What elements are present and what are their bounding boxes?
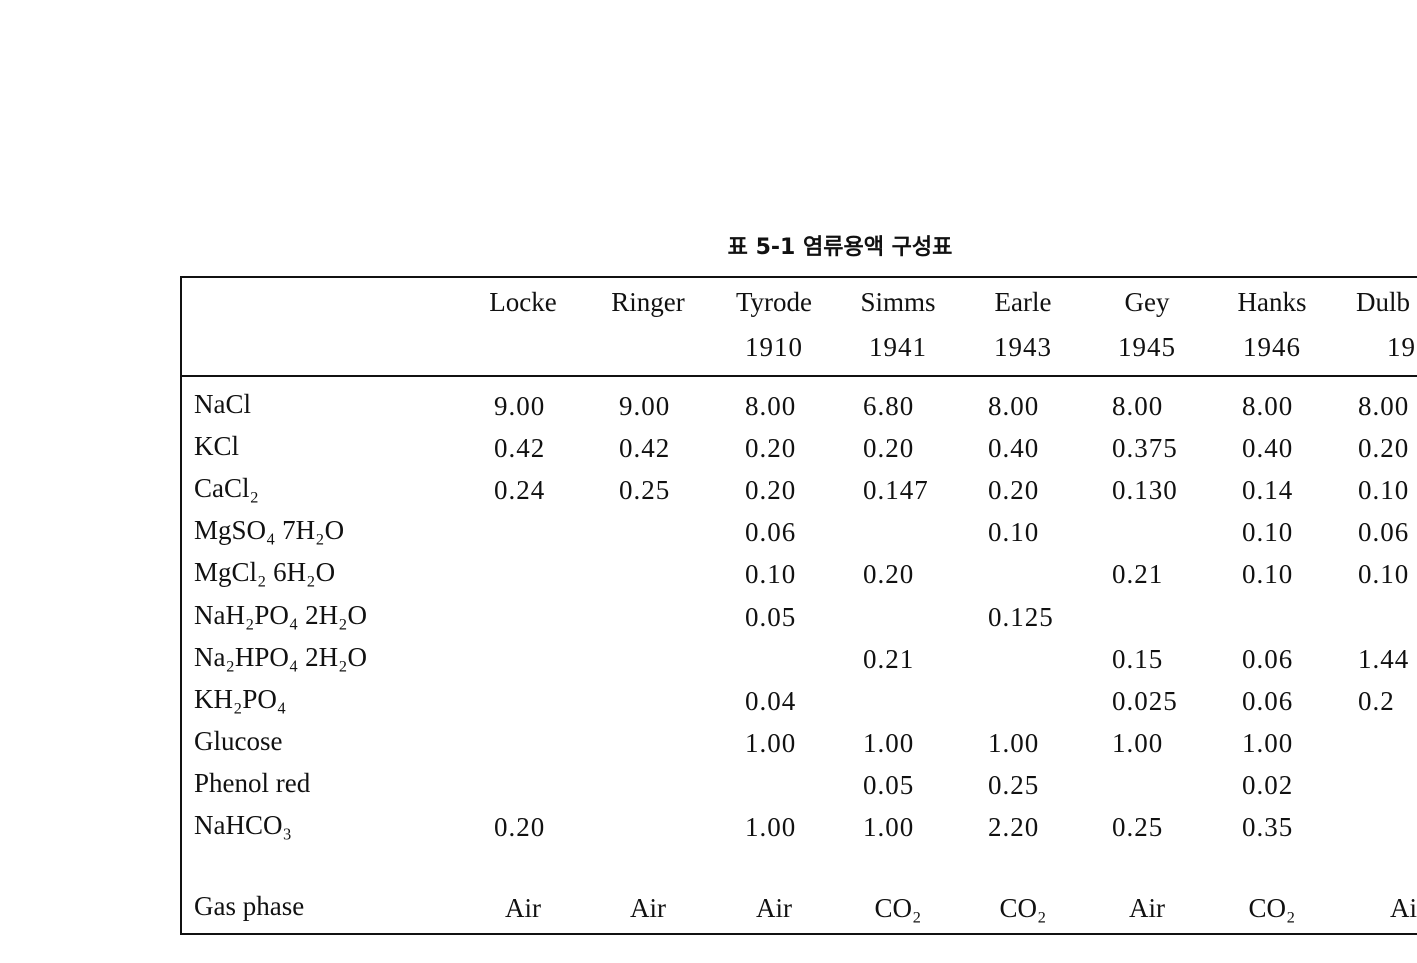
cell-value: 0.24: [494, 475, 546, 505]
cell-value: 0.06: [1242, 686, 1294, 716]
cell-value: 0.20: [745, 433, 797, 463]
column-header: Earle: [994, 287, 1052, 317]
cell-value: 1.44: [1358, 644, 1410, 674]
header-rule: [180, 375, 1417, 377]
cell-value: 0.06: [1242, 644, 1294, 674]
cell-value: 0.10: [1242, 517, 1294, 547]
cell-value: 0.147: [863, 475, 929, 505]
cell-value: Air: [505, 893, 541, 923]
cell-value: 8.00: [745, 391, 797, 421]
cell-value: 0.02: [1242, 770, 1294, 800]
cell-value: 0.130: [1112, 475, 1178, 505]
column-header: Dulb: [1356, 287, 1410, 317]
cell-value: 0.14: [1242, 475, 1294, 505]
cell-value: 0.21: [1112, 559, 1164, 589]
cell-value: CO₂: [1248, 893, 1296, 923]
row-label: Gas phase: [194, 891, 305, 921]
row-label: MgCl₂ 6H₂O: [194, 557, 336, 587]
row-label: MgSO₄ 7H₂O: [194, 515, 345, 545]
column-year: 1945: [1118, 332, 1176, 362]
cell-value: 8.00: [1242, 391, 1294, 421]
column-year: 1910: [745, 332, 803, 362]
column-header: Tyrode: [735, 287, 813, 317]
cell-value: 9.00: [494, 391, 546, 421]
column-year: 1946: [1243, 332, 1301, 362]
column-year: 1943: [994, 332, 1052, 362]
cell-value: 1.00: [745, 728, 797, 758]
cell-value: 0.2: [1358, 686, 1395, 716]
cell-value: 0.20: [745, 475, 797, 505]
cell-value: 0.25: [1112, 812, 1164, 842]
table-title: 표 5-1 염류용액 구성표: [727, 235, 953, 260]
cell-value: 0.20: [863, 559, 915, 589]
row-label: Glucose: [194, 726, 283, 756]
row-label: KCl: [194, 431, 240, 461]
row-label: NaHCO₃: [194, 810, 292, 840]
row-label: Phenol red: [194, 768, 311, 798]
cell-value: 0.25: [988, 770, 1040, 800]
cell-value: 8.00: [1358, 391, 1410, 421]
cell-value: 0.20: [988, 475, 1040, 505]
cell-value: 6.80: [863, 391, 915, 421]
cell-value: 8.00: [1112, 391, 1164, 421]
cell-value: CO₂: [874, 893, 922, 923]
cell-value: Air: [630, 893, 666, 923]
cell-value: 1.00: [863, 728, 915, 758]
cell-value: 0.20: [863, 433, 915, 463]
column-header: Gey: [1124, 287, 1170, 317]
row-label: NaCl: [194, 389, 251, 419]
cell-value: 0.20: [1358, 433, 1410, 463]
column-header: Locke: [489, 287, 557, 317]
cell-value: 0.42: [619, 433, 671, 463]
cell-value: 0.10: [1242, 559, 1294, 589]
table-frame: [180, 276, 1417, 935]
column-header: Hanks: [1237, 287, 1307, 317]
column-header: Ringer: [611, 287, 685, 317]
row-label: NaH₂PO₄ 2H₂O: [194, 600, 367, 630]
cell-value: Air: [756, 893, 792, 923]
row-label: Na₂HPO₄ 2H₂O: [194, 642, 367, 672]
cell-value: 0.125: [988, 602, 1054, 632]
cell-value: 0.40: [1242, 433, 1294, 463]
cell-value: 1.00: [863, 812, 915, 842]
row-label: CaCl₂: [194, 473, 259, 503]
cell-value: 2.20: [988, 812, 1040, 842]
cell-value: 0.40: [988, 433, 1040, 463]
cell-value: 0.10: [1358, 475, 1410, 505]
cell-value: 1.00: [1112, 728, 1164, 758]
cell-value: 0.375: [1112, 433, 1178, 463]
cell-value: 0.25: [619, 475, 671, 505]
cell-value: 1.00: [1242, 728, 1294, 758]
cell-value: 0.42: [494, 433, 546, 463]
cell-value: 0.10: [745, 559, 797, 589]
cell-value: 0.35: [1242, 812, 1294, 842]
cell-value: 0.025: [1112, 686, 1178, 716]
cell-value: 0.06: [745, 517, 797, 547]
cell-value: 0.04: [745, 686, 797, 716]
cell-value: 0.15: [1112, 644, 1164, 674]
row-label: KH₂PO₄: [194, 684, 287, 714]
cell-value: Air: [1129, 893, 1165, 923]
column-year: 19: [1387, 332, 1416, 362]
cell-value: 0.10: [1358, 559, 1410, 589]
cell-value: 0.06: [1358, 517, 1410, 547]
cell-value: 0.05: [863, 770, 915, 800]
cell-value: 9.00: [619, 391, 671, 421]
cell-value: 0.10: [988, 517, 1040, 547]
cell-value: Ai: [1390, 893, 1417, 923]
cell-value: 0.05: [745, 602, 797, 632]
cell-value: 1.00: [745, 812, 797, 842]
cell-value: 8.00: [988, 391, 1040, 421]
cell-value: 1.00: [988, 728, 1040, 758]
cell-value: 0.20: [494, 812, 546, 842]
cell-value: CO₂: [999, 893, 1047, 923]
cell-value: 0.21: [863, 644, 915, 674]
column-header: Simms: [860, 287, 936, 317]
column-year: 1941: [869, 332, 927, 362]
